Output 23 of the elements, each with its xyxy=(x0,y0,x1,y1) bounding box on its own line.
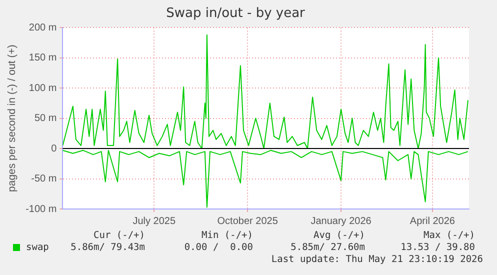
x-tick-label: July 2025 xyxy=(132,216,176,227)
text: Max (-/+) xyxy=(424,230,475,241)
text: 5.85m/ 27.60m xyxy=(290,242,365,253)
y-axis-title: pages per second in (-) / out (+) xyxy=(6,44,18,192)
text: 5.86m/ 79.43m xyxy=(70,242,145,253)
legend-label: swap xyxy=(25,242,49,253)
x-tick-label: April 2026 xyxy=(410,216,456,227)
text: 13.53 / 39.80 xyxy=(400,242,475,253)
text: Avg (-/+) xyxy=(314,230,365,241)
y-tick-label: -100 m xyxy=(26,204,57,215)
text: Min (-/+) xyxy=(202,230,253,241)
chart-title: Swap in/out - by year xyxy=(166,6,306,22)
y-tick-label: 50 m xyxy=(34,113,57,124)
y-tick-label: 150 m xyxy=(28,52,57,64)
text: Last update: Thu May 21 23:10:19 2026 xyxy=(271,254,483,265)
y-tick-label: 100 m xyxy=(28,82,57,94)
y-tick-label: -50 m xyxy=(31,174,57,185)
text: Cur (-/+) xyxy=(94,230,145,241)
y-tick-label: 200 m xyxy=(28,22,57,34)
text: 0.00 / 0.00 xyxy=(184,242,253,253)
x-tick-label: October 2025 xyxy=(217,216,278,227)
y-tick-label: 0 xyxy=(51,143,58,154)
x-tick-label: January 2026 xyxy=(310,216,372,227)
